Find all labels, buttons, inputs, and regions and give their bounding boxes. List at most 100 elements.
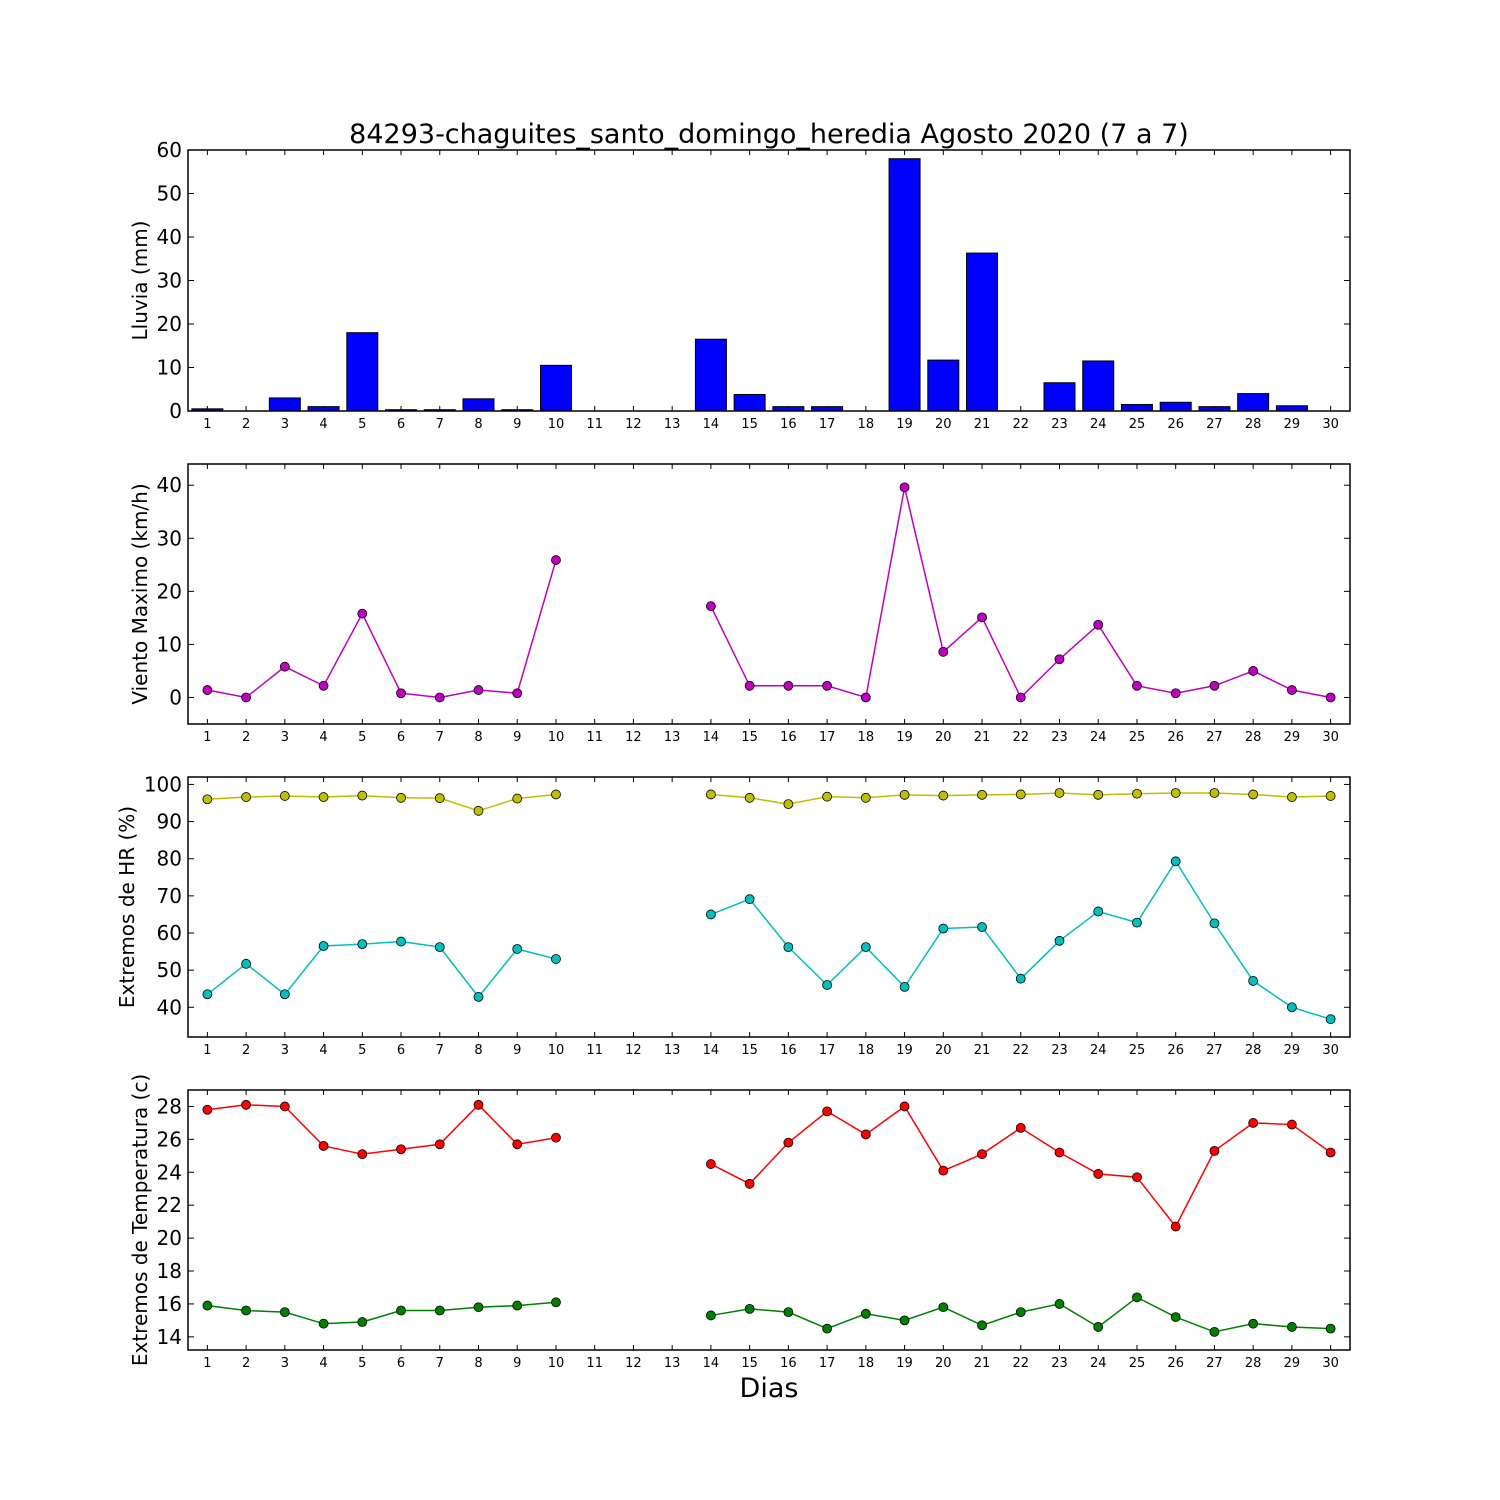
data-point <box>1209 788 1220 798</box>
data-point <box>744 1178 755 1189</box>
x-tick-label: 14 <box>703 1356 720 1371</box>
x-tick-label: 19 <box>896 1043 913 1058</box>
x-tick-label: 25 <box>1129 1043 1146 1058</box>
data-point <box>1170 688 1181 699</box>
data-point <box>396 1305 406 1316</box>
y-tick-label: 40 <box>157 995 182 1019</box>
data-point <box>1015 692 1026 703</box>
data-point <box>744 680 755 691</box>
data-point <box>1054 654 1065 665</box>
data-point <box>473 1302 484 1313</box>
x-tick-label: 6 <box>397 417 405 432</box>
rain-bar <box>539 364 572 412</box>
data-point <box>241 1305 252 1316</box>
x-tick-label: 5 <box>358 417 366 432</box>
y-tick-label: 70 <box>157 884 182 908</box>
x-tick-label: 4 <box>319 1356 327 1371</box>
data-point <box>551 1297 561 1308</box>
data-point <box>473 991 484 1002</box>
data-point <box>899 482 910 493</box>
data-point <box>1093 1322 1104 1332</box>
data-point <box>1325 1147 1336 1158</box>
x-tick-label: 4 <box>319 730 327 745</box>
x-tick-label: 15 <box>741 1356 758 1371</box>
y-tick-label: 24 <box>157 1160 182 1184</box>
data-point <box>357 790 368 801</box>
x-tick-label: 8 <box>474 417 482 432</box>
data-point <box>1248 976 1259 986</box>
data-point <box>1093 789 1104 800</box>
rain-bar <box>927 359 960 412</box>
data-point <box>357 1149 368 1160</box>
y-tick-label: 0 <box>169 399 182 423</box>
x-tick-label: 24 <box>1090 730 1107 745</box>
x-tick-label: 25 <box>1129 417 1146 432</box>
x-tick-label: 30 <box>1322 1043 1339 1058</box>
rain-bar <box>1120 403 1153 412</box>
x-tick-label: 8 <box>474 730 482 745</box>
x-tick-label: 29 <box>1284 1043 1301 1058</box>
x-tick-label: 16 <box>780 730 797 745</box>
x-tick-label: 11 <box>586 1043 603 1058</box>
x-tick-label: 2 <box>242 1356 250 1371</box>
data-point <box>1209 680 1220 691</box>
x-tick-label: 27 <box>1206 1043 1223 1058</box>
x-tick-label: 15 <box>741 417 758 432</box>
data-point <box>1093 1169 1104 1179</box>
data-point <box>899 1101 910 1112</box>
x-tick-label: 27 <box>1206 730 1223 745</box>
data-point <box>822 680 832 691</box>
x-tick-label: 30 <box>1322 1356 1339 1371</box>
data-point <box>1170 856 1181 867</box>
data-point <box>1093 906 1104 917</box>
x-axis-label: Dias <box>740 1373 799 1404</box>
data-point <box>706 909 716 920</box>
series-line <box>207 793 557 812</box>
y-tick-label: 50 <box>157 182 182 206</box>
x-tick-label: 21 <box>974 730 991 745</box>
data-point <box>1325 692 1336 703</box>
rain-bar <box>694 338 727 412</box>
data-point <box>1209 918 1220 929</box>
plot-frame <box>187 776 1351 1038</box>
data-point <box>744 894 755 905</box>
y-axis-label: Lluvia (mm) <box>128 221 152 341</box>
rain-bar <box>888 158 921 412</box>
data-point <box>473 1099 484 1110</box>
data-point <box>1287 792 1297 802</box>
data-point <box>1132 680 1142 691</box>
data-point <box>512 793 523 804</box>
x-tick-label: 7 <box>436 417 444 432</box>
data-point <box>279 1101 290 1112</box>
data-point <box>1287 1002 1297 1013</box>
x-tick-label: 5 <box>358 1356 366 1371</box>
data-point <box>318 941 329 951</box>
data-point <box>938 1165 949 1176</box>
data-point <box>202 685 213 695</box>
x-tick-label: 12 <box>625 730 642 745</box>
x-tick-label: 30 <box>1322 730 1339 745</box>
data-point <box>899 789 910 800</box>
data-point <box>822 791 832 802</box>
y-tick-label: 26 <box>157 1127 182 1151</box>
data-point <box>1093 619 1104 630</box>
x-tick-label: 8 <box>474 1356 482 1371</box>
data-point <box>1248 789 1259 800</box>
data-point <box>860 1308 871 1319</box>
x-tick-label: 7 <box>436 730 444 745</box>
x-tick-label: 18 <box>858 730 875 745</box>
x-tick-label: 5 <box>358 1043 366 1058</box>
data-point <box>977 922 987 932</box>
y-tick-label: 40 <box>157 225 182 249</box>
data-point <box>1248 1318 1259 1329</box>
x-tick-label: 9 <box>513 730 521 745</box>
x-tick-label: 18 <box>858 417 875 432</box>
y-tick-label: 18 <box>157 1259 182 1283</box>
data-point <box>241 792 252 802</box>
data-point <box>241 1099 252 1110</box>
data-point <box>279 989 290 1000</box>
x-tick-label: 17 <box>819 1043 836 1058</box>
